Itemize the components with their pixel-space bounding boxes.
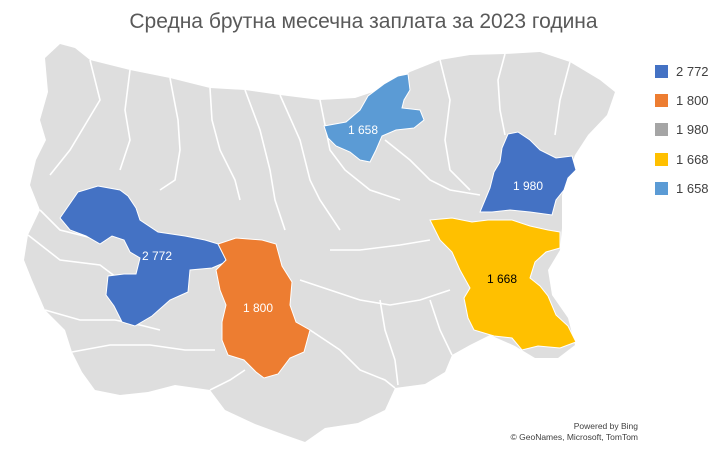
legend-item: 1 668	[655, 145, 709, 174]
legend-item: 1 800	[655, 86, 709, 115]
legend-label: 1 668	[676, 151, 709, 167]
legend-item: 2 772	[655, 57, 709, 86]
label-plovdiv: 1 800	[243, 301, 273, 315]
region-plovdiv	[215, 237, 311, 379]
region-sofia	[59, 185, 227, 327]
label-burgas: 1 668	[487, 272, 517, 286]
label-ruse: 1 658	[348, 123, 378, 137]
legend-swatch	[655, 65, 668, 79]
region-ruse	[323, 73, 425, 163]
map-title: Средна брутна месечна заплата за 2023 го…	[129, 10, 598, 33]
legend-swatch	[655, 123, 668, 137]
legend-label: 2 772	[676, 64, 709, 80]
legend-label: 1 980	[676, 122, 709, 138]
legend-item: 1 980	[655, 115, 709, 144]
label-varna: 1 980	[513, 179, 543, 193]
credits-attribution: © GeoNames, Microsoft, TomTom	[510, 432, 639, 442]
region-burgas	[429, 217, 577, 351]
label-sofia: 2 772	[142, 249, 172, 263]
legend-label: 1 658	[676, 180, 709, 196]
legend-label: 1 800	[676, 93, 709, 109]
region-varna	[479, 131, 577, 216]
legend-swatch	[655, 181, 668, 195]
province-borders	[27, 53, 571, 391]
legend-swatch	[655, 94, 668, 108]
legend-item: 1 658	[655, 174, 709, 203]
legend-swatch	[655, 152, 668, 166]
country-base	[24, 44, 615, 442]
legend: 2 772 1 800 1 980 1 668 1 658	[655, 57, 709, 203]
credits-powered-by: Powered by Bing	[573, 421, 638, 431]
map-credits: Powered by Bing © GeoNames, Microsoft, T…	[498, 421, 639, 443]
